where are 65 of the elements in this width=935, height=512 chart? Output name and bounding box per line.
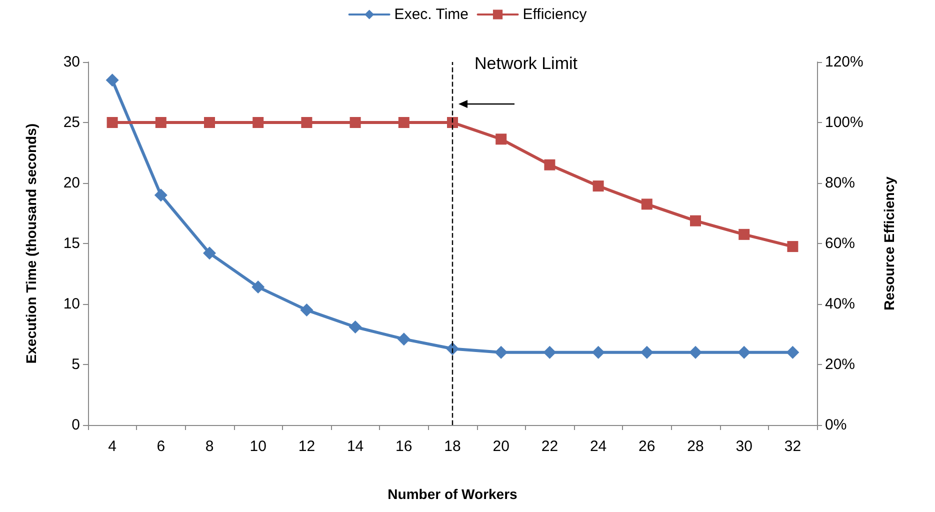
legend-label: Efficiency <box>522 6 588 23</box>
y2-tick-label: 20% <box>825 356 856 373</box>
point <box>447 117 458 128</box>
x-tick-label: 32 <box>784 438 802 455</box>
y-tick-label: 30 <box>63 54 80 70</box>
point <box>787 241 798 252</box>
x-tick-label: 26 <box>638 438 656 455</box>
x-axis-title: Number of Workers <box>388 486 518 502</box>
y2-tick-label: 100% <box>825 114 864 131</box>
point <box>689 346 702 359</box>
x-tick-label: 10 <box>250 438 266 455</box>
y-tick-label: 0 <box>72 416 80 434</box>
x-tick-label: 28 <box>687 438 704 455</box>
point <box>496 134 507 145</box>
point <box>252 280 265 294</box>
y2-tick-label: 0% <box>825 416 847 434</box>
point <box>690 215 701 226</box>
x-tick-label: 18 <box>444 438 461 455</box>
y-tick-label: 20 <box>63 174 80 192</box>
x-tick-label: 14 <box>346 438 364 455</box>
point <box>446 342 459 356</box>
point <box>106 117 118 128</box>
legend-label: Exec. Time <box>394 6 468 23</box>
y2-tick-label: 40% <box>825 296 856 312</box>
point <box>204 117 215 128</box>
x-tick-label: 22 <box>541 438 558 455</box>
point <box>155 117 166 128</box>
point <box>641 198 652 210</box>
point <box>592 346 605 359</box>
point <box>252 117 264 128</box>
y2-tick-label: 120% <box>825 54 864 70</box>
point <box>786 346 800 359</box>
y-axis-title: Execution Time (thousand seconds) <box>23 123 39 364</box>
x-tick-label: 30 <box>736 438 752 455</box>
x-tick-label: 16 <box>396 438 412 455</box>
point <box>544 159 556 170</box>
ref-line-label: Network Limit <box>474 54 578 73</box>
point <box>300 304 314 317</box>
point <box>543 346 556 359</box>
point <box>494 346 508 359</box>
x-tick-label: 24 <box>590 438 607 455</box>
point <box>397 332 410 346</box>
x-tick-label: 6 <box>156 438 166 455</box>
point <box>350 117 361 128</box>
point <box>592 180 604 192</box>
point <box>203 246 216 260</box>
x-tick-label: 20 <box>492 438 510 455</box>
x-tick-label: 8 <box>205 438 214 455</box>
point <box>301 117 312 128</box>
point <box>106 74 119 87</box>
y-tick-label: 10 <box>63 296 80 312</box>
y-tick-label: 15 <box>63 235 80 252</box>
point <box>348 320 362 334</box>
x-tick-label: 12 <box>298 438 316 455</box>
y-tick-label: 5 <box>72 356 80 373</box>
y2-tick-label: 80% <box>825 174 856 192</box>
y2-axis-title: Resource Efficiency <box>881 176 897 310</box>
point <box>154 188 168 202</box>
x-tick-label: 4 <box>108 438 116 455</box>
point <box>738 228 750 240</box>
point <box>398 117 410 128</box>
point <box>738 346 751 359</box>
y2-tick-label: 60% <box>825 235 856 252</box>
y-tick-label: 25 <box>63 114 80 131</box>
point <box>640 346 654 359</box>
